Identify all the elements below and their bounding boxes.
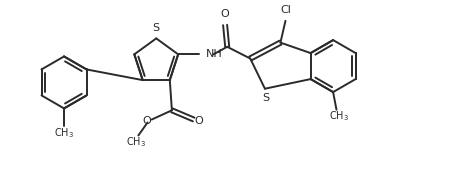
Text: O: O: [221, 9, 229, 19]
Text: O: O: [142, 116, 151, 126]
Text: O: O: [195, 116, 203, 126]
Text: CH$_3$: CH$_3$: [126, 135, 146, 149]
Text: Cl: Cl: [281, 5, 292, 15]
Text: CH$_3$: CH$_3$: [329, 109, 349, 123]
Text: CH$_3$: CH$_3$: [54, 127, 74, 140]
Text: S: S: [262, 93, 269, 103]
Text: NH: NH: [205, 48, 222, 59]
Text: S: S: [153, 23, 160, 33]
